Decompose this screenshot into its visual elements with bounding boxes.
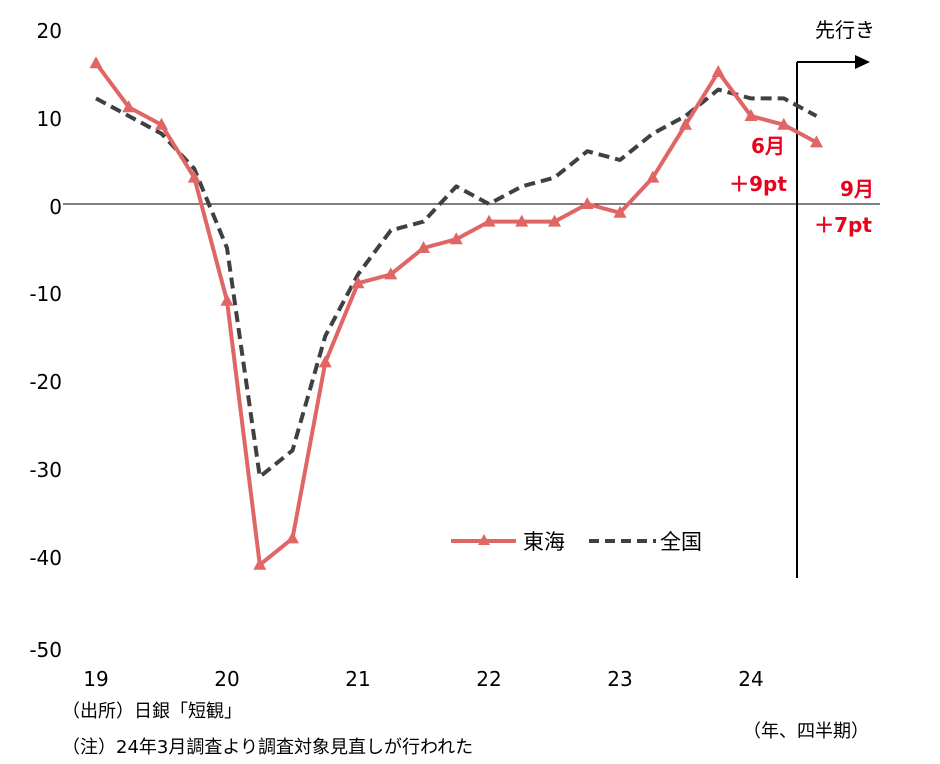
data-point-tokai [122, 100, 136, 113]
x-axis-unit: （年、四半期） [743, 721, 869, 742]
data-point-tokai [318, 355, 332, 368]
data-point-tokai [679, 117, 692, 130]
data-point-tokai [384, 267, 398, 280]
y-tick-label: 10 [37, 107, 62, 131]
annotation-june-value: ＋9pt [729, 172, 787, 196]
x-tick-label: 24 [738, 667, 763, 691]
source-note: （出所）日銀「短観」 [62, 701, 242, 722]
x-tick-label: 23 [607, 667, 632, 691]
y-tick-label: -50 [29, 638, 62, 662]
data-point-tokai [417, 241, 430, 253]
data-point-tokai [777, 117, 791, 130]
annotation-september-value: ＋7pt [814, 213, 872, 237]
series-line-national [95, 87, 818, 479]
y-tick-label: 0 [49, 195, 62, 219]
x-tick-label: 22 [476, 667, 501, 691]
data-point-tokai [286, 531, 299, 544]
data-point-tokai [449, 232, 463, 245]
y-tick-label: -30 [29, 458, 62, 482]
annotation-september-month: 9月 [840, 177, 874, 201]
y-axis-ticks: 20 10 0 -10 -20 -30 -40 -50 [29, 19, 62, 662]
annotations: 6月 ＋9pt 9月 ＋7pt [729, 134, 874, 237]
x-tick-label: 20 [214, 667, 239, 691]
data-point-tokai [253, 557, 267, 570]
data-point-tokai [548, 214, 561, 227]
data-point-tokai [744, 109, 758, 121]
survey-note: （注）24年3月調査より調査対象見直しが行われた [62, 737, 474, 758]
series-line-tokai [94, 62, 818, 567]
data-point-tokai [810, 135, 823, 148]
legend-tokai-marker [478, 534, 490, 545]
data-point-tokai [613, 205, 627, 218]
data-point-tokai [515, 214, 529, 227]
data-point-tokai [646, 170, 660, 183]
y-tick-label: 20 [37, 19, 62, 43]
y-tick-label: -20 [29, 370, 62, 394]
forward-marker: 先行き [796, 18, 875, 578]
legend-national-label: 全国 [660, 530, 702, 554]
forward-label: 先行き [815, 18, 875, 42]
data-point-tokai [187, 170, 201, 183]
legend: 東海 全国 [451, 530, 702, 554]
data-point-tokai [711, 65, 725, 77]
annotation-june-month: 6月 [751, 134, 785, 158]
forward-arrow-head [855, 55, 870, 69]
series-layer [89, 56, 823, 570]
data-point-tokai [89, 56, 103, 69]
x-tick-label: 19 [83, 667, 108, 691]
x-axis-ticks: 19 20 21 22 23 24 [83, 667, 763, 691]
data-point-tokai [482, 214, 496, 227]
legend-tokai-label: 東海 [523, 530, 565, 554]
data-point-tokai [220, 293, 234, 306]
y-tick-label: -40 [29, 546, 62, 570]
x-tick-label: 21 [345, 667, 370, 691]
data-point-tokai [351, 276, 365, 289]
y-tick-label: -10 [29, 282, 62, 306]
data-point-tokai [155, 117, 168, 130]
data-point-tokai [580, 197, 594, 209]
